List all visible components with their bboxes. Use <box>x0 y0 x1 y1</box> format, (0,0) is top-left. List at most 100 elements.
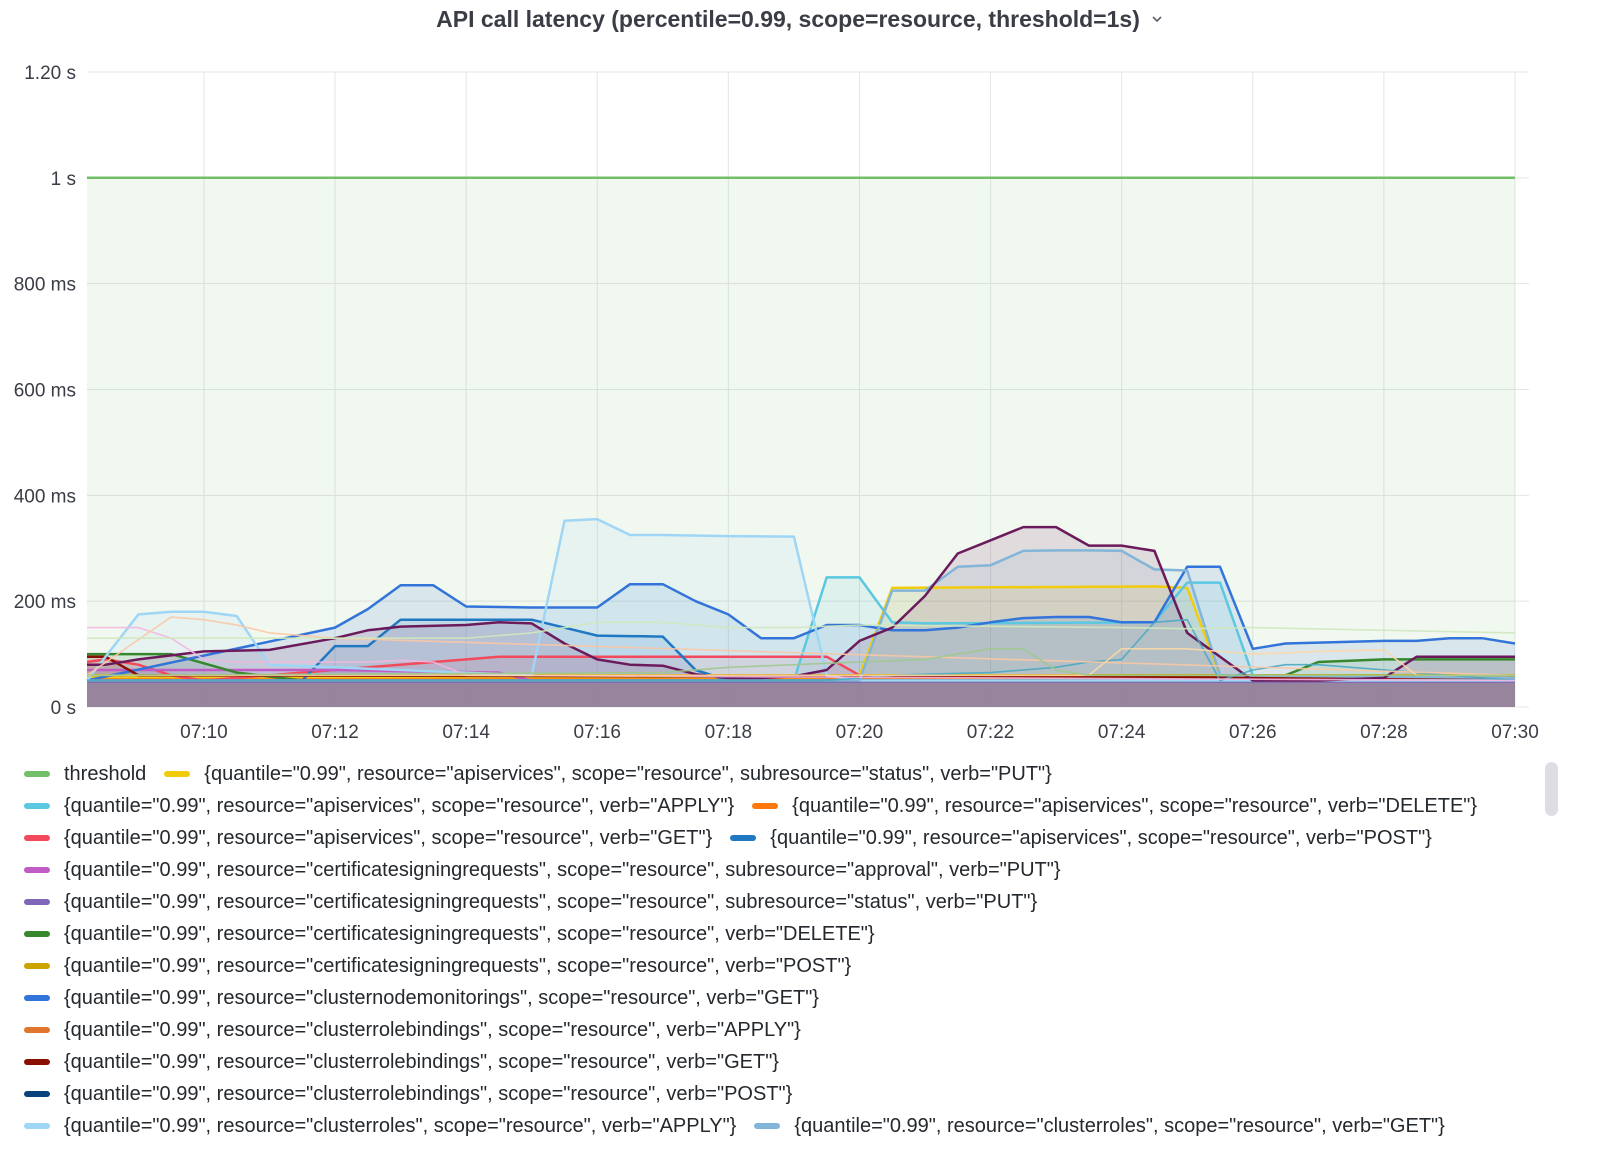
series-line[interactable] <box>87 648 1515 677</box>
series-area <box>87 519 1515 707</box>
legend-swatch <box>24 803 50 809</box>
legend-item[interactable]: threshold <box>24 763 146 786</box>
x-tick-label: 07:28 <box>1360 722 1408 743</box>
legend-swatch <box>24 1123 50 1129</box>
x-tick-label: 07:18 <box>705 722 753 743</box>
legend-label: {quantile="0.99", resource="certificates… <box>64 954 852 977</box>
series-line[interactable] <box>87 576 1516 682</box>
legend-item[interactable]: {quantile="0.99", resource="certificates… <box>24 955 851 978</box>
legend-label: {quantile="0.99", resource="clusternodem… <box>64 986 819 1009</box>
legend-scrollbar[interactable] <box>1545 762 1558 816</box>
legend-item[interactable]: {quantile="0.99", resource="certificates… <box>24 891 1037 914</box>
y-tick-label: 0 s <box>51 698 76 719</box>
legend-item[interactable]: {quantile="0.99", resource="clusterroleb… <box>24 1083 792 1106</box>
legend-label: {quantile="0.99", resource="certificates… <box>64 922 875 945</box>
legend-row: threshold {quantile="0.99", resource="api… <box>24 758 1564 790</box>
overlap-band <box>87 680 1515 707</box>
legend-item[interactable]: {quantile="0.99", resource="certificates… <box>24 923 875 946</box>
legend-item[interactable]: {quantile="0.99", resource="apiservices"… <box>164 763 1052 786</box>
latency-chart[interactable]: 0 s 200 ms 400 ms 600 ms 800 ms 1 s 1.20 s 07:… <box>0 40 1600 750</box>
series-line[interactable] <box>87 621 1516 639</box>
legend-label: {quantile="0.99", resource="clusterroleb… <box>64 1082 793 1105</box>
legend-item[interactable]: {quantile="0.99", resource="certificates… <box>24 859 1061 882</box>
series-line[interactable] <box>87 626 1516 682</box>
legend-item[interactable]: {quantile="0.99", resource="apiservices"… <box>752 795 1477 818</box>
x-tick-label: 07:10 <box>180 722 228 743</box>
y-tick-label: 1 s <box>51 169 76 190</box>
legend-swatch <box>754 1123 781 1129</box>
series-lines <box>86 176 1516 683</box>
series-line[interactable] <box>86 517 1515 682</box>
x-tick-label: 07:16 <box>573 722 621 743</box>
legend-label: threshold <box>64 762 147 785</box>
legend-label: {quantile="0.99", resource="apiservices"… <box>792 794 1478 817</box>
legend-label: {quantile="0.99", resource="certificates… <box>64 890 1038 913</box>
y-tick-label: 800 ms <box>14 275 76 296</box>
y-tick-label: 400 ms <box>14 486 76 507</box>
legend-row: {quantile="0.99", resource="clusterroleb… <box>24 1078 1564 1110</box>
legend-row: {quantile="0.99", resource="certificates… <box>24 854 1564 886</box>
legend-swatch <box>730 835 757 841</box>
legend-row: {quantile="0.99", resource="certificates… <box>24 886 1564 918</box>
series-line[interactable] <box>87 618 1515 682</box>
chart-legend: threshold {quantile="0.99", resource="api… <box>24 758 1564 1143</box>
y-tick-label: 200 ms <box>14 592 76 613</box>
legend-item[interactable]: {quantile="0.99", resource="clusterroleb… <box>24 1019 801 1042</box>
series-area <box>87 177 1515 708</box>
legend-swatch <box>164 771 191 777</box>
panel-title[interactable]: API call latency (percentile=0.99, scope… <box>436 5 1140 32</box>
legend-row: {quantile="0.99", resource="clusterroleb… <box>24 1014 1564 1046</box>
legend-swatch <box>24 931 50 937</box>
legend-item[interactable]: {quantile="0.99", resource="clusterroles… <box>24 1115 736 1138</box>
legend-label: {quantile="0.99", resource="certificates… <box>64 858 1061 881</box>
legend-row: {quantile="0.99", resource="clusterroles… <box>24 1110 1564 1142</box>
legend-label: {quantile="0.99", resource="clusterroles… <box>794 1114 1445 1137</box>
legend-swatch <box>24 899 50 905</box>
legend-row: {quantile="0.99", resource="apiservices"… <box>24 822 1564 854</box>
legend-item[interactable]: {quantile="0.99", resource="apiservices"… <box>24 827 712 850</box>
legend-swatch <box>24 771 50 777</box>
legend-swatch <box>24 835 50 841</box>
legend-swatch <box>24 867 50 873</box>
y-axis: 0 s 200 ms 400 ms 600 ms 800 ms 1 s 1.20 s <box>14 63 76 719</box>
legend-swatch <box>24 963 50 969</box>
series-line[interactable] <box>86 648 1515 677</box>
legend-item[interactable]: {quantile="0.99", resource="apiservices"… <box>24 795 734 818</box>
legend-swatch <box>24 995 50 1001</box>
legend-item[interactable]: {quantile="0.99", resource="clusterroleb… <box>24 1051 779 1074</box>
chevron-down-icon[interactable] <box>1150 12 1164 26</box>
x-tick-label: 07:14 <box>442 722 490 743</box>
legend-item[interactable]: {quantile="0.99", resource="clusternodem… <box>24 987 819 1010</box>
x-tick-label: 07:26 <box>1229 722 1277 743</box>
x-tick-label: 07:22 <box>967 722 1015 743</box>
y-tick-label: 1.20 s <box>24 63 76 84</box>
legend-label: {quantile="0.99", resource="apiservices"… <box>64 826 713 849</box>
panel-header[interactable]: API call latency (percentile=0.99, scope… <box>0 0 1600 38</box>
x-tick-label: 07:20 <box>836 722 884 743</box>
legend-row: {quantile="0.99", resource="apiservices"… <box>24 790 1564 822</box>
series-area <box>87 550 1515 707</box>
legend-swatch <box>24 1059 50 1065</box>
y-tick-label: 600 ms <box>14 381 76 402</box>
legend-swatch <box>752 803 779 809</box>
x-tick-label: 07:12 <box>311 722 359 743</box>
series-line[interactable] <box>87 549 1516 682</box>
legend-swatch <box>24 1091 50 1097</box>
legend-row: {quantile="0.99", resource="clusternodem… <box>24 982 1564 1014</box>
legend-label: {quantile="0.99", resource="clusterroles… <box>64 1114 737 1137</box>
legend-item[interactable]: {quantile="0.99", resource="clusterroles… <box>754 1114 1445 1138</box>
legend-item[interactable]: {quantile="0.99", resource="apiservices"… <box>730 827 1432 850</box>
legend-row: {quantile="0.99", resource="clusterroleb… <box>24 1046 1564 1078</box>
legend-label: {quantile="0.99", resource="apiservices"… <box>64 794 735 817</box>
legend-label: {quantile="0.99", resource="apiservices"… <box>770 826 1432 849</box>
legend-label: {quantile="0.99", resource="clusterroleb… <box>64 1018 801 1041</box>
legend-row: {quantile="0.99", resource="certificates… <box>24 950 1564 982</box>
x-axis: 07:10 07:12 07:14 07:16 07:18 07:20 07:22 07:24… <box>180 722 1539 743</box>
series-line[interactable] <box>86 565 1516 682</box>
x-tick-label: 07:24 <box>1098 722 1146 743</box>
legend-row: {quantile="0.99", resource="certificates… <box>24 918 1564 950</box>
legend-label: {quantile="0.99", resource="apiservices"… <box>204 762 1052 785</box>
x-tick-label: 07:30 <box>1491 722 1539 743</box>
legend-label: {quantile="0.99", resource="clusterroleb… <box>64 1050 779 1073</box>
legend-swatch <box>24 1027 50 1033</box>
